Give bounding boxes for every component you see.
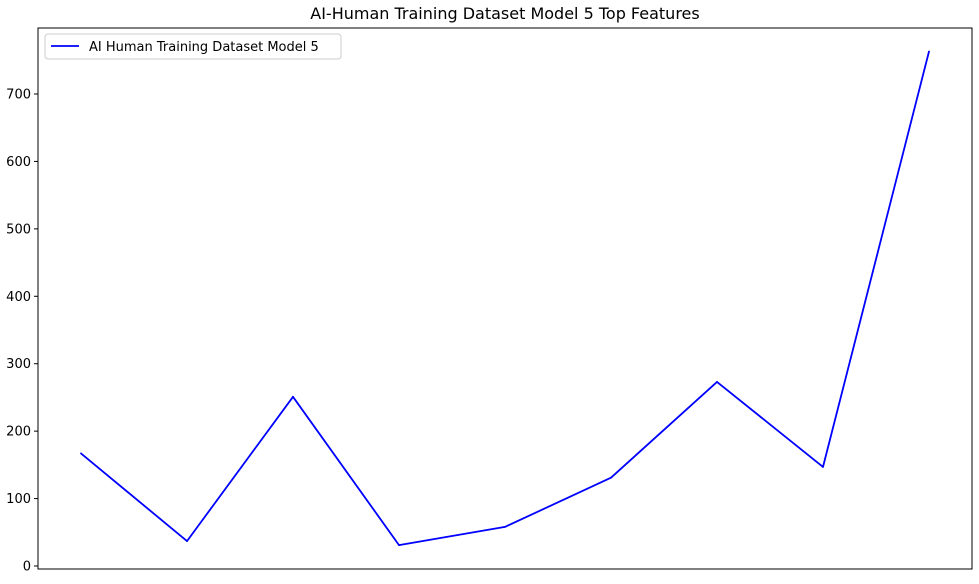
- y-tick-label: 700: [6, 88, 31, 103]
- chart-title: AI-Human Training Dataset Model 5 Top Fe…: [310, 4, 699, 23]
- y-tick-label: 0: [23, 560, 31, 575]
- legend-box: [44, 33, 342, 60]
- data-point: [610, 476, 612, 479]
- plot-lines: [80, 50, 930, 546]
- data-point: [80, 452, 82, 455]
- y-tick-label: 400: [6, 290, 31, 305]
- data-point: [186, 540, 188, 542]
- data-point: [398, 544, 400, 546]
- y-tick-label: 300: [6, 357, 31, 372]
- legend: AI Human Training Dataset Model 5: [44, 33, 342, 60]
- y-axis: 0 100 200 300 400 500 600 700: [6, 88, 38, 575]
- plot-frame: [37, 27, 973, 570]
- y-tick-label: 500: [6, 222, 31, 237]
- data-point: [292, 395, 294, 398]
- y-tick-label: 100: [6, 492, 31, 507]
- y-tick-label: 200: [6, 425, 31, 440]
- legend-label: AI Human Training Dataset Model 5: [89, 40, 319, 55]
- data-point: [504, 526, 506, 528]
- y-tick-label: 600: [6, 155, 31, 170]
- data-point: [716, 381, 718, 383]
- data-point: [928, 50, 930, 53]
- data-point: [822, 466, 824, 468]
